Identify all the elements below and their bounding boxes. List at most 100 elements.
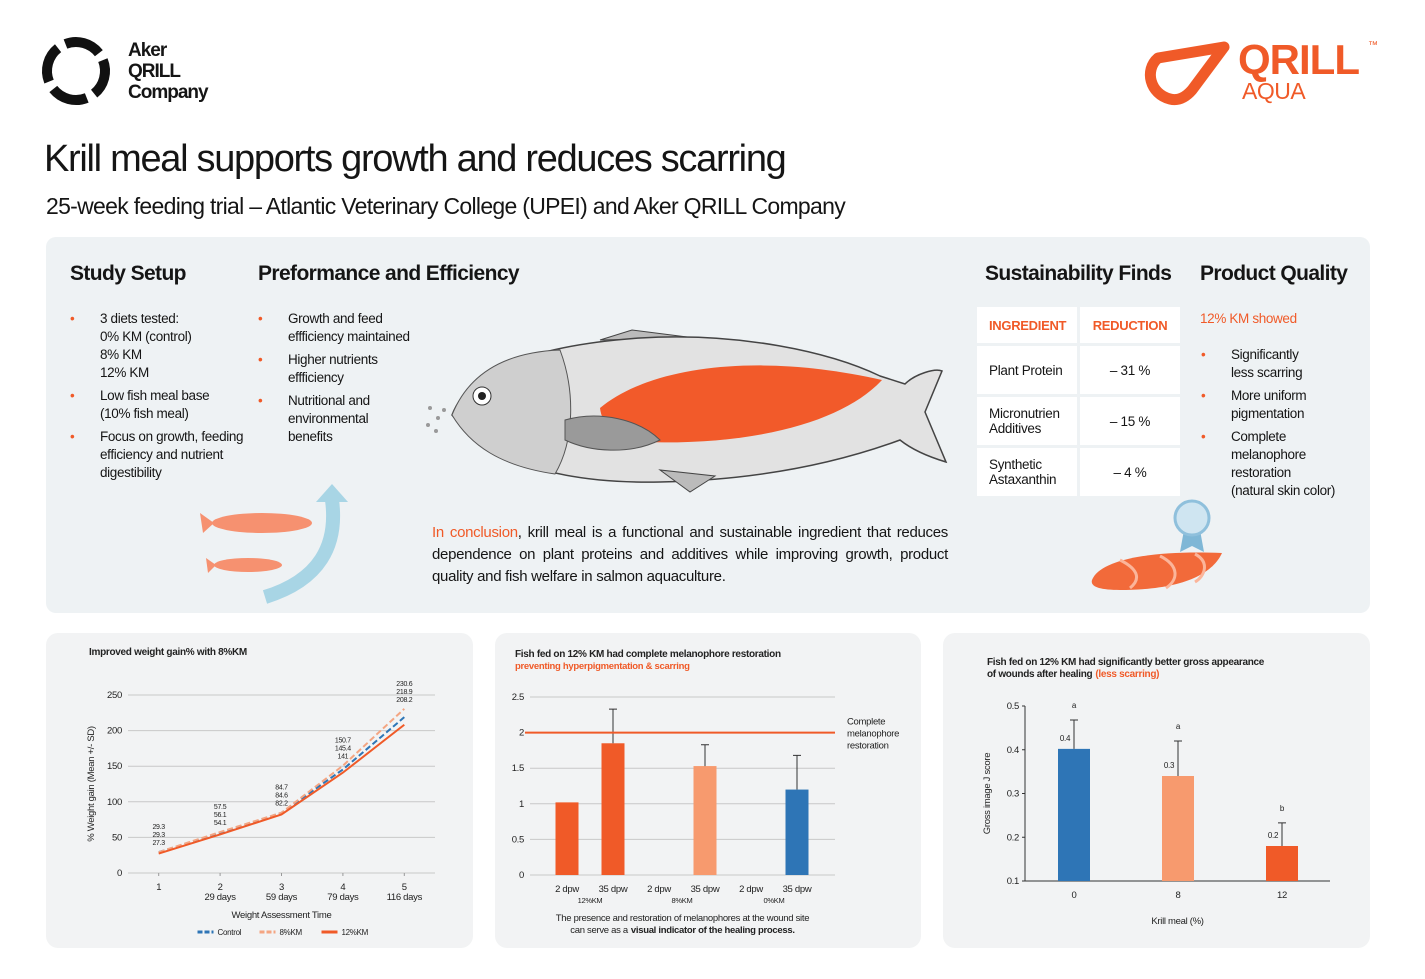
table-cell: – 4 % xyxy=(1080,448,1180,496)
fillet-illustration xyxy=(1091,499,1222,590)
error-bar xyxy=(793,754,801,790)
list-item-line: benefits xyxy=(288,429,333,444)
significance-letter: a xyxy=(1176,722,1181,731)
list-item-line: Growth and feed xyxy=(288,311,383,326)
series-line xyxy=(158,708,405,854)
bar xyxy=(601,743,625,875)
logo-line: QRILL xyxy=(128,61,181,82)
caption-part: can serve as a xyxy=(570,925,629,936)
y-tick-label: 50 xyxy=(112,832,122,843)
list-item-line: environmental xyxy=(288,411,369,426)
y-tick-label: 0.2 xyxy=(1007,832,1019,843)
qrill-logo-mark xyxy=(1144,41,1230,106)
data-label: 84.7 xyxy=(275,785,288,792)
x-tick-label: 2 dpw xyxy=(555,884,579,895)
data-label: 56.1 xyxy=(214,812,227,819)
x-tick-label: 2 dpw xyxy=(647,884,671,895)
list-item-line: More uniform xyxy=(1231,388,1307,403)
list-item-line: digestibility xyxy=(100,465,162,480)
quality-lead: 12% KM showed xyxy=(1200,311,1297,326)
y-tick-label: 2 xyxy=(519,728,524,739)
chart-title: Fish fed on 12% KM had significantly bet… xyxy=(987,657,1265,668)
bar xyxy=(1058,748,1090,881)
conclusion-text: , krill meal is a functional and sustain… xyxy=(432,524,949,585)
x-tick-label: 0 xyxy=(1072,890,1077,901)
table-cell: – 15 % xyxy=(1080,397,1180,445)
series-line xyxy=(158,723,405,855)
list-item-line: effficiency maintained xyxy=(288,329,410,344)
x-tick-sublabel: 59 days xyxy=(266,892,298,903)
legend-label: 12%KM xyxy=(342,928,369,937)
list-item-line: 12% KM xyxy=(100,365,149,380)
y-tick-label: 150 xyxy=(107,761,122,772)
x-axis-label: Krill meal (%) xyxy=(1151,916,1203,927)
data-label: 150.7 xyxy=(335,738,351,745)
y-tick-label: 0.5 xyxy=(1007,701,1019,712)
y-tick-label: 0 xyxy=(519,870,524,881)
table-header: REDUCTION xyxy=(1080,307,1180,343)
x-tick-label: 2 dpw xyxy=(739,884,763,895)
group-label: 0%KM xyxy=(764,896,785,905)
data-label: 208.2 xyxy=(396,697,412,704)
list-item-line: (10% fish meal) xyxy=(100,406,189,421)
value-label: 0.4 xyxy=(1060,734,1071,743)
data-label: 29.3 xyxy=(152,824,165,831)
data-label: 57.5 xyxy=(214,804,227,811)
y-tick-label: 0.4 xyxy=(1007,745,1019,756)
x-tick-sublabel: 29 days xyxy=(205,892,237,903)
y-tick-label: 2.5 xyxy=(512,692,524,703)
legend-label: Control xyxy=(218,928,242,937)
y-tick-label: 0.1 xyxy=(1007,876,1019,887)
study-list: 3 diets tested: 0% KM (control) 8% KM 12% K… xyxy=(70,310,244,487)
x-tick-label: 35 dpw xyxy=(783,884,812,895)
table-cell: Synthetic Astaxanthin xyxy=(977,448,1077,496)
x-tick-label: 35 dpw xyxy=(599,884,628,895)
data-label: 218.9 xyxy=(396,689,412,696)
list-item: 3 diets tested: 0% KM (control) 8% KM 12% K… xyxy=(70,310,243,382)
conclusion-highlight: In conclusion xyxy=(432,524,518,541)
data-label: 230.6 xyxy=(396,681,412,688)
qrill-sub: AQUA xyxy=(1242,78,1306,104)
list-item-line: less scarring xyxy=(1231,365,1303,380)
weight-gain-chart: Improved weight gain% with 8%KM 0 50 100 150… xyxy=(86,647,435,937)
list-item-line: Nutritional and xyxy=(288,393,370,408)
page-subtitle: 25-week feeding trial – Atlantic Veterin… xyxy=(46,193,846,219)
list-item-line: 3 diets tested: xyxy=(100,311,179,326)
x-tick-sublabel: 116 days xyxy=(387,892,423,903)
list-item-line: Significantly xyxy=(1231,347,1299,362)
x-tick-sublabel: 79 days xyxy=(327,892,359,903)
chart-card: Fish fed on 12% KM had complete melanoph… xyxy=(495,633,921,948)
reference-label: melanophore xyxy=(847,729,899,740)
logo-line: Aker xyxy=(128,40,167,61)
growth-arrow xyxy=(200,484,348,604)
quality-list: Significantly less scarring More uniform pi… xyxy=(1201,346,1335,505)
value-label: 0.2 xyxy=(1268,831,1279,840)
group-label: 8%KM xyxy=(672,896,693,905)
performance-list: Growth and feed effficiency maintained Hig… xyxy=(258,310,410,451)
table-cell: – 31 % xyxy=(1080,346,1180,394)
y-tick-label: 200 xyxy=(107,726,122,737)
significance-letter: b xyxy=(1280,804,1285,813)
caption-part: The presence and restoration of melanoph… xyxy=(556,913,809,924)
list-item: Complete melanophore restoration (natural s… xyxy=(1201,428,1335,500)
chart-caption: can serve as a visual indicator of the he… xyxy=(570,925,794,936)
chart-title: Fish fed on 12% KM had complete melanoph… xyxy=(515,649,781,660)
x-tick-label: 4 xyxy=(340,882,345,893)
list-item-line: Focus on growth, feeding xyxy=(100,429,244,444)
data-label: 27.3 xyxy=(152,840,165,847)
data-label: 145.4 xyxy=(335,746,351,753)
data-label: 84.6 xyxy=(275,793,288,800)
qrill-brand: QRILL xyxy=(1238,36,1360,83)
bar xyxy=(555,802,579,875)
y-tick-label: 0.5 xyxy=(512,834,524,845)
section-title: Study Setup xyxy=(70,262,187,285)
chart-title: of wounds after healing (less scarring) xyxy=(987,669,1159,680)
sustainability-table: INGREDIENT REDUCTION Plant Protein – 31 % Mi… xyxy=(977,307,1180,496)
logo-line: Company xyxy=(128,82,209,103)
y-tick-label: 100 xyxy=(107,797,122,808)
chart-card: Fish fed on 12% KM had significantly bet… xyxy=(943,633,1370,948)
list-item-line: 8% KM xyxy=(100,347,142,362)
y-tick-label: 0 xyxy=(117,868,122,879)
x-tick-label: 8 xyxy=(1176,890,1181,901)
